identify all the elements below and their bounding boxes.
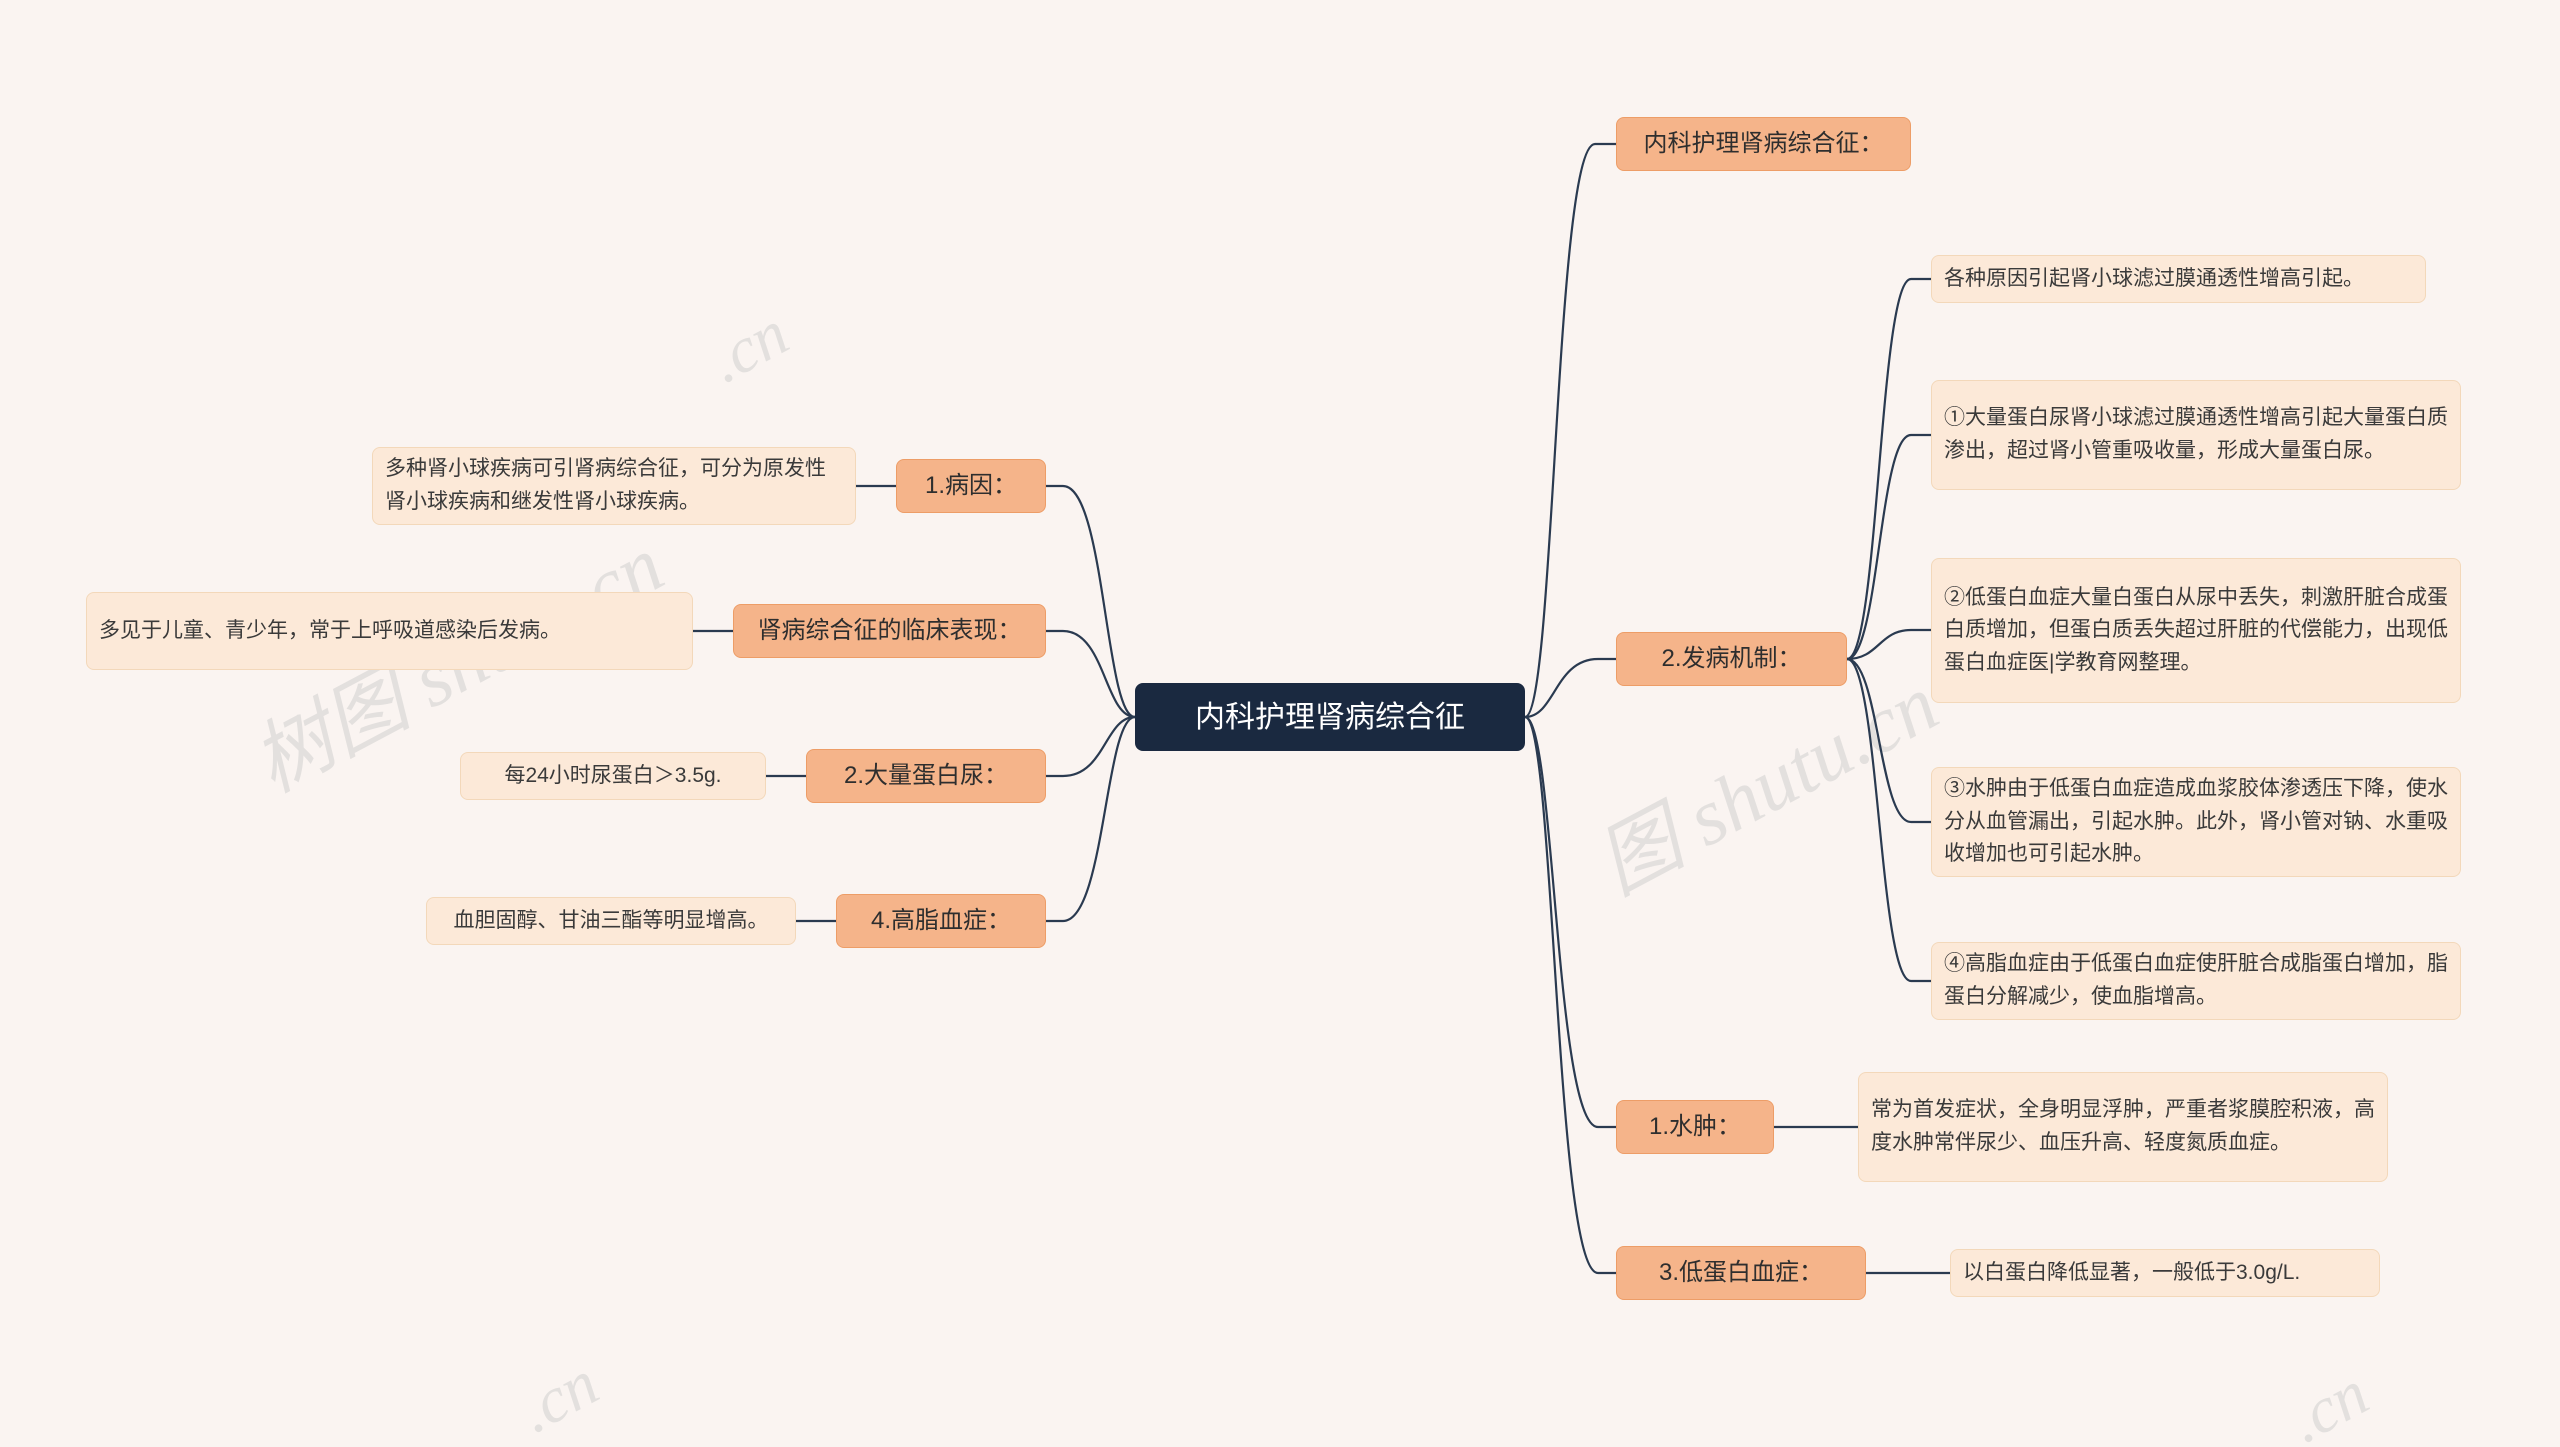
leaf-right-4-1: 以白蛋白降低显著，一般低于3.0g/L. (1950, 1249, 2380, 1297)
branch-left-4: 4.高脂血症： (836, 894, 1046, 948)
leaf-right-2-3: ②低蛋白血症大量白蛋白从尿中丢失，刺激肝脏合成蛋白质增加，但蛋白质丢失超过肝脏的… (1931, 558, 2461, 703)
leaf-left-3-1: 每24小时尿蛋白＞3.5g. (460, 752, 766, 800)
leaf-left-4-1: 血胆固醇、甘油三酯等明显增高。 (426, 897, 796, 945)
leaf-right-3-1: 常为首发症状，全身明显浮肿，严重者浆膜腔积液，高度水肿常伴尿少、血压升高、轻度氮… (1858, 1072, 2388, 1182)
watermark: .cn (2277, 1356, 2381, 1447)
branch-right-3: 1.水肿： (1616, 1100, 1774, 1154)
center-node: 内科护理肾病综合征 (1135, 683, 1525, 751)
leaf-left-2-1: 多见于儿童、青少年，常于上呼吸道感染后发病。 (86, 592, 693, 670)
watermark: .cn (507, 1346, 611, 1447)
leaf-right-2-2: ①大量蛋白尿肾小球滤过膜通透性增高引起大量蛋白质渗出，超过肾小管重吸收量，形成大… (1931, 380, 2461, 490)
leaf-right-2-1: 各种原因引起肾小球滤过膜通透性增高引起。 (1931, 255, 2426, 303)
branch-right-1: 内科护理肾病综合征： (1616, 117, 1911, 171)
branch-right-4: 3.低蛋白血症： (1616, 1246, 1866, 1300)
branch-left-3: 2.大量蛋白尿： (806, 749, 1046, 803)
watermark: .cn (697, 296, 801, 399)
leaf-right-2-4: ③水肿由于低蛋白血症造成血浆胶体渗透压下降，使水分从血管漏出，引起水肿。此外，肾… (1931, 767, 2461, 877)
branch-left-2: 肾病综合征的临床表现： (733, 604, 1046, 658)
branch-left-1: 1.病因： (896, 459, 1046, 513)
leaf-left-1-1: 多种肾小球疾病可引肾病综合征，可分为原发性肾小球疾病和继发性肾小球疾病。 (372, 447, 856, 525)
leaf-right-2-5: ④高脂血症由于低蛋白血症使肝脏合成脂蛋白增加，脂蛋白分解减少，使血脂增高。 (1931, 942, 2461, 1020)
branch-right-2: 2.发病机制： (1616, 632, 1847, 686)
